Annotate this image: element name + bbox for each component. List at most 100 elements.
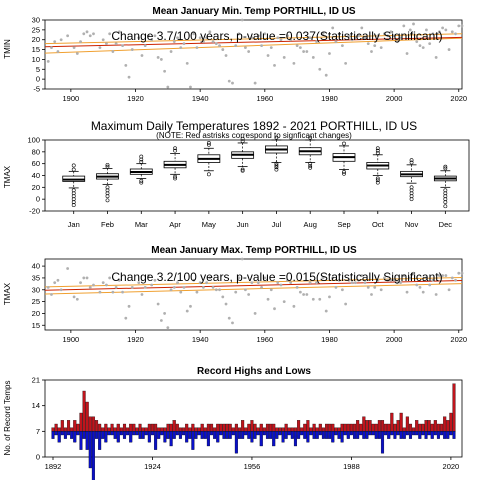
tmin-point (66, 34, 70, 38)
tmax-point (121, 290, 124, 294)
record-low-bar (259, 431, 263, 447)
tmax-ylabel: TMAX (3, 282, 12, 305)
tmax-xtick-label: 1960 (256, 335, 273, 344)
boxplot-ytick-label: 60 (32, 159, 40, 168)
tmax-point (454, 278, 457, 282)
record-low-bar (188, 431, 192, 439)
tmax-point (72, 295, 76, 299)
boxplot-ytick-label: 20 (32, 183, 40, 192)
month-box (197, 141, 221, 177)
tmax-point (444, 274, 448, 277)
tmax-point (311, 297, 315, 301)
tmin-point (379, 46, 383, 49)
record-high-bar (346, 423, 350, 432)
record-low-bar (63, 431, 67, 439)
month-label: Jan (68, 220, 80, 229)
records-xtick-label: 1892 (45, 462, 62, 471)
tmin-point (389, 30, 393, 34)
record-low-bar (76, 431, 80, 436)
tmin-annotation: Change 3.7/100 years, p-value =0.037(Sta… (111, 29, 442, 43)
tmax-point (156, 302, 160, 306)
outlier-point (139, 159, 144, 164)
record-high-bar (325, 423, 329, 432)
tmin-point (156, 56, 160, 59)
record-low-bar (67, 431, 71, 436)
tmin-point (441, 26, 445, 30)
record-low-bar (256, 431, 260, 436)
tmin-title: Mean January Min. Temp PORTHILL, ID US (152, 6, 356, 17)
month-label: Nov (405, 220, 419, 229)
record-low-bar (79, 431, 83, 450)
outlier-point (375, 148, 380, 153)
tmin-point (240, 18, 244, 22)
tmax-xtick-label: 2000 (386, 335, 403, 344)
record-high-bar (57, 427, 61, 432)
record-low-bar (175, 431, 179, 436)
tmin-point (344, 61, 348, 65)
tmax-point (366, 286, 370, 289)
tmax-ytick-label: 40 (32, 262, 40, 271)
tmin-point (318, 67, 322, 71)
record-low-bar (150, 431, 155, 436)
tmin-point (418, 44, 422, 48)
record-high-bar (194, 427, 198, 432)
month-label: May (202, 220, 216, 229)
record-low-bar (219, 431, 223, 436)
tmax-plot-frame (44, 258, 463, 331)
tmin-point (150, 38, 154, 42)
record-low-bar (281, 431, 285, 443)
tmin-point (85, 30, 89, 34)
tmax-point (308, 281, 312, 285)
record-high-bar (60, 420, 64, 432)
record-high-bar (154, 423, 158, 432)
month-label: Dec (439, 220, 453, 229)
records-ytick-label: 0 (36, 453, 40, 462)
record-high-bar (67, 420, 71, 432)
record-high-bar (129, 423, 133, 432)
tmax-point (350, 281, 354, 285)
tmin-point (289, 38, 293, 42)
record-high-bar (169, 423, 173, 432)
record-low-bar (412, 431, 416, 436)
record-low-bar (443, 431, 447, 439)
record-high-bar (262, 427, 266, 432)
tmax-point (425, 276, 428, 280)
records-ytick-label: 14 (32, 401, 40, 410)
record-high-bar (300, 427, 304, 432)
tmax-point (324, 309, 328, 313)
tmin-point (376, 34, 380, 38)
tmin-point (147, 34, 150, 38)
tmin-point (305, 50, 309, 53)
tmax-ytick-label: 30 (32, 285, 40, 294)
tmax-point (256, 281, 260, 285)
record-high-bar (216, 423, 220, 432)
tmax-point (334, 286, 338, 289)
tmax-point (415, 283, 419, 287)
outlier-point (443, 188, 448, 193)
tmin-point (153, 34, 157, 38)
outlier-point (139, 154, 144, 159)
tmax-boxplot-panel: Maximum Daily Temperatures 1892 - 2021 P… (3, 119, 470, 229)
tmin-point (218, 44, 221, 48)
tmax-point (189, 304, 192, 308)
tmax-point (172, 286, 176, 289)
month-box (298, 135, 322, 170)
record-low-bar (272, 431, 276, 447)
record-low-bar (73, 431, 77, 443)
record-high-bar (343, 423, 347, 432)
record-high-bar (172, 420, 176, 432)
record-low-bar (191, 431, 195, 450)
tmin-point (408, 28, 412, 32)
tmin-point (143, 44, 147, 48)
record-low-bar (60, 431, 64, 436)
tmax-point (111, 290, 115, 294)
record-high-bar (82, 390, 86, 432)
record-low-bar (269, 431, 273, 439)
tmin-point (454, 32, 457, 36)
record-low-bar (393, 431, 397, 439)
tmax-point (315, 281, 318, 285)
tmin-point (198, 36, 202, 40)
tmin-trend (44, 36, 463, 48)
month-label: Sep (337, 220, 350, 229)
record-low-bar (405, 431, 409, 436)
